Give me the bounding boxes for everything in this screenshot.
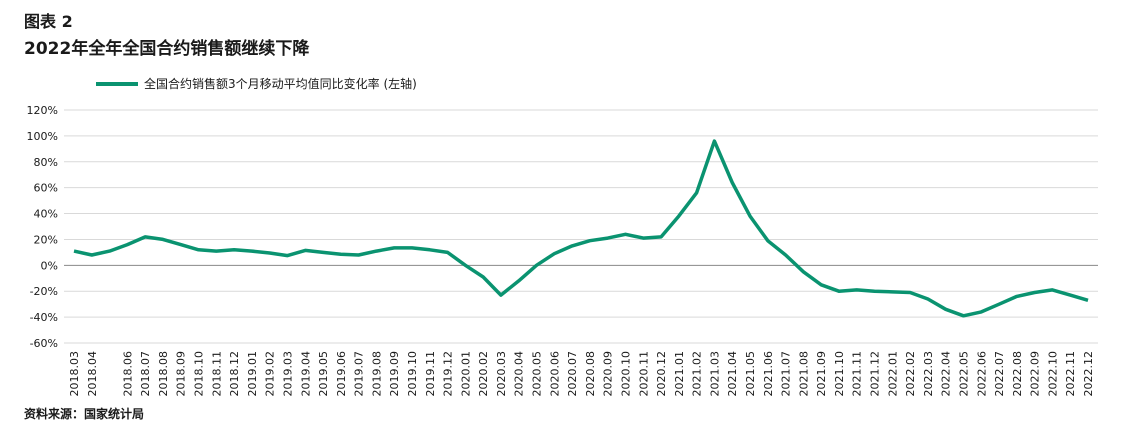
x-tick-label: 2022.01 xyxy=(886,351,899,397)
x-tick-label: 2020.11 xyxy=(637,351,650,397)
chart-title: 2022年全年全国合约销售额继续下降 xyxy=(24,39,310,59)
x-tick-label: 2022.02 xyxy=(904,351,917,397)
x-tick-label: 2022.06 xyxy=(975,351,988,397)
x-tick-label: 2020.02 xyxy=(477,351,490,397)
figure-label: 图表 2 xyxy=(24,12,73,31)
x-tick-label: 2020.12 xyxy=(655,351,668,397)
x-tick-label: 2020.03 xyxy=(495,351,508,397)
x-tick-label: 2021.07 xyxy=(780,351,793,397)
x-tick-label: 2019.03 xyxy=(281,351,294,397)
x-tick-label: 2021.02 xyxy=(691,351,704,397)
legend: 全国合约销售额3个月移动平均值同比变化率 (左轴) xyxy=(96,75,417,92)
y-tick-label: -60% xyxy=(30,337,58,350)
x-tick-label: 2022.10 xyxy=(1046,351,1059,397)
legend-swatch xyxy=(96,81,138,86)
x-tick-label: 2019.07 xyxy=(353,351,366,397)
x-tick-label: 2018.03 xyxy=(68,351,81,397)
legend-label: 全国合约销售额3个月移动平均值同比变化率 (左轴) xyxy=(144,77,417,91)
x-tick-label: 2019.05 xyxy=(317,351,330,397)
series xyxy=(73,139,1089,318)
y-tick-label: 80% xyxy=(34,156,58,169)
x-tick-label: 2022.03 xyxy=(922,351,935,397)
x-tick-label: 2019.08 xyxy=(370,351,383,397)
x-tick-label: 2018.10 xyxy=(193,351,206,397)
x-tick-label: 2019.12 xyxy=(442,351,455,397)
x-tick-label: 2022.08 xyxy=(1011,351,1024,397)
x-tick-label: 2020.06 xyxy=(548,351,561,397)
y-tick-label: 120% xyxy=(27,104,58,117)
x-tick-label: 2020.07 xyxy=(566,351,579,397)
x-tick-label: 2020.08 xyxy=(584,351,597,397)
x-tick-label: 2019.11 xyxy=(424,351,437,397)
y-tick-label: 20% xyxy=(34,233,58,246)
x-tick-label: 2018.11 xyxy=(210,351,223,397)
x-tick-label: 2019.06 xyxy=(335,351,348,397)
y-tick-label: 40% xyxy=(34,208,58,221)
y-tick-label: 0% xyxy=(41,259,58,272)
x-tick-label: 2022.04 xyxy=(940,351,953,397)
x-tick-label: 2019.09 xyxy=(388,351,401,397)
x-tick-label: 2019.02 xyxy=(264,351,277,397)
x-tick-label: 2018.04 xyxy=(86,351,99,397)
x-tick-label: 2018.06 xyxy=(121,351,134,397)
x-tick-label: 2021.09 xyxy=(815,351,828,397)
x-tick-label: 2021.10 xyxy=(833,351,846,397)
x-tick-label: 2022.07 xyxy=(993,351,1006,397)
x-tick-label: 2020.05 xyxy=(531,351,544,397)
gridlines xyxy=(64,109,1098,344)
x-tick-label: 2021.03 xyxy=(708,351,721,397)
x-tick-label: 2019.04 xyxy=(299,351,312,397)
x-tick-label: 2019.10 xyxy=(406,351,419,397)
x-tick-label: 2018.07 xyxy=(139,351,152,397)
y-axis-ticks: -60% -40% -20% 0% 20% 40% 60% 80% 100% 120% xyxy=(27,104,58,350)
y-tick-label: -20% xyxy=(30,285,58,298)
x-tick-label: 2021.05 xyxy=(744,351,757,397)
x-tick-label: 2021.01 xyxy=(673,351,686,397)
x-tick-label: 2018.12 xyxy=(228,351,241,397)
series-line xyxy=(73,139,1089,318)
x-tick-label: 2022.09 xyxy=(1029,351,1042,397)
x-axis-ticks: 2018.03 2018.04 2018.06 2018.07 2018.08 2018.… xyxy=(68,351,1095,397)
x-tick-label: 2022.12 xyxy=(1082,351,1095,397)
x-tick-label: 2021.11 xyxy=(851,351,864,397)
source-note: 资料来源：国家统计局 xyxy=(24,407,145,421)
x-tick-label: 2020.01 xyxy=(459,351,472,397)
x-tick-label: 2021.08 xyxy=(797,351,810,397)
x-tick-label: 2018.08 xyxy=(157,351,170,397)
x-tick-label: 2020.09 xyxy=(602,351,615,397)
y-tick-label: 60% xyxy=(34,182,58,195)
x-tick-label: 2019.01 xyxy=(246,351,259,397)
x-tick-label: 2022.11 xyxy=(1064,351,1077,397)
x-tick-label: 2018.09 xyxy=(175,351,188,397)
x-tick-label: 2020.04 xyxy=(513,351,526,397)
x-tick-label: 2021.04 xyxy=(726,351,739,397)
y-tick-label: 100% xyxy=(27,130,58,143)
y-tick-label: -40% xyxy=(30,311,58,324)
x-tick-label: 2021.12 xyxy=(869,351,882,397)
x-tick-label: 2022.05 xyxy=(957,351,970,397)
x-tick-label: 2020.10 xyxy=(619,351,632,397)
x-tick-label: 2021.06 xyxy=(762,351,775,397)
